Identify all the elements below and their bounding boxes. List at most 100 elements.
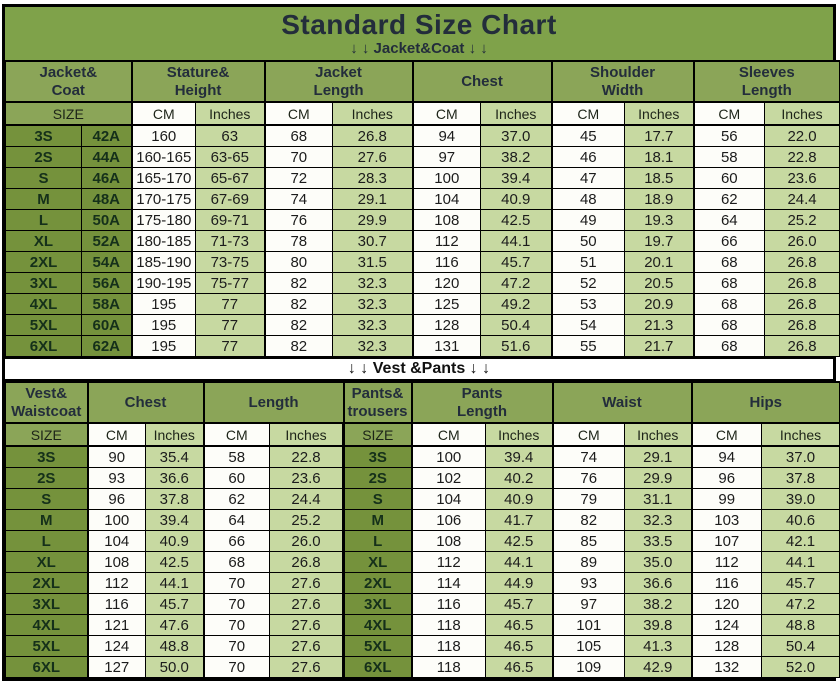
table-row: 5XL 60A 195 77 82 32.3 128 50.4 54 21.3 68 26.8 (5, 314, 840, 336)
size-cell: 6XL (5, 656, 89, 678)
column-group-header: Chest (86, 381, 204, 424)
value-cell: 74 (551, 445, 625, 468)
value-cell: 50.4 (480, 314, 553, 336)
value-cell: 56 (692, 124, 766, 147)
value-cell: 64 (202, 509, 270, 531)
value-cell: 31.5 (332, 251, 414, 273)
vest_pants-table: Vest& Waistcoat Chest Length Pants& trouser… (5, 381, 840, 678)
column-group-header: Jacket& Coat (4, 60, 133, 103)
size-cell: 2XL (5, 251, 82, 273)
value-cell: 50 (550, 230, 626, 252)
size-cell: 4XL (5, 293, 82, 315)
value-cell: 108 (86, 551, 146, 573)
value-cell: 39.0 (761, 488, 840, 510)
value-cell: 20.5 (624, 272, 695, 294)
value-cell: 90 (86, 445, 146, 468)
value-cell: 112 (86, 572, 146, 594)
value-cell: 76 (263, 209, 334, 231)
value-cell: 26.8 (764, 293, 840, 315)
value-cell: 27.6 (332, 146, 414, 168)
value-cell: 46.5 (485, 635, 553, 657)
value-cell: 37.8 (145, 488, 204, 510)
size-cell: 2XL (342, 572, 413, 594)
value-cell: 116 (411, 251, 482, 273)
column-header-cm: CM (411, 101, 482, 126)
value-cell: 46 (550, 146, 626, 168)
column-header-cm: CM (690, 422, 763, 447)
column-group-header: Shoulder Width (550, 60, 695, 103)
value-cell: 26.8 (332, 124, 414, 147)
value-cell: 68 (263, 124, 334, 147)
column-group-header: Stature& Height (130, 60, 266, 103)
value-cell: 27.6 (269, 614, 344, 636)
jacket-coat-table: Jacket& Coat Stature& Height Jacket Length… (4, 60, 840, 357)
value-cell: 27.6 (269, 572, 344, 594)
value-cell: 102 (410, 467, 486, 489)
column-header-size: SIZE (342, 422, 412, 447)
value-cell: 27.6 (269, 656, 344, 678)
size-cell: 5XL (5, 314, 82, 336)
value-cell: 44.1 (485, 551, 553, 573)
value-cell: 190-195 (130, 272, 197, 294)
value-cell: 69-71 (195, 209, 266, 231)
column-header-inches: Inches (269, 422, 344, 447)
value-cell: 47.6 (145, 614, 204, 636)
column-header-size: SIZE (4, 101, 133, 126)
size-cell: 44A (80, 146, 133, 168)
value-cell: 26.8 (269, 551, 344, 573)
value-cell: 47.2 (761, 593, 840, 615)
table-row: L 50A 175-180 69-71 76 29.9 108 42.5 49 19.3 64 25.… (5, 209, 840, 231)
size-cell: M (342, 509, 413, 531)
value-cell: 131 (411, 335, 482, 357)
size-cell: 4XL (5, 614, 89, 636)
value-cell: 45 (550, 124, 626, 147)
value-cell: 29.9 (623, 467, 693, 489)
size-cell: 60A (80, 314, 133, 336)
value-cell: 18.1 (624, 146, 695, 168)
value-cell: 75-77 (195, 272, 266, 294)
value-cell: 18.9 (624, 188, 695, 210)
page-title: Standard Size Chart (281, 9, 557, 40)
value-cell: 93 (86, 467, 146, 489)
value-cell: 18.5 (624, 167, 695, 189)
value-cell: 82 (551, 509, 625, 531)
value-cell: 40.9 (485, 488, 553, 510)
value-cell: 37.8 (761, 467, 840, 489)
column-group-header: Chest (411, 60, 553, 103)
value-cell: 41.7 (485, 509, 553, 531)
value-cell: 37.0 (761, 445, 840, 468)
size-cell: 3XL (5, 272, 82, 294)
column-header-cm: CM (263, 101, 334, 126)
value-cell: 48.8 (145, 635, 204, 657)
jacket_coat-table: Jacket& Coat Stature& Height Jacket Length… (4, 60, 840, 357)
column-header-inches: Inches (145, 422, 204, 447)
value-cell: 40.9 (480, 188, 553, 210)
column-header-inches: Inches (485, 422, 553, 447)
value-cell: 68 (692, 293, 766, 315)
value-cell: 160-165 (130, 146, 197, 168)
value-cell: 70 (202, 656, 270, 678)
value-cell: 107 (690, 530, 763, 552)
value-cell: 109 (551, 656, 625, 678)
value-cell: 118 (410, 656, 486, 678)
value-cell: 21.3 (624, 314, 695, 336)
value-cell: 39.8 (623, 614, 693, 636)
value-cell: 82 (263, 272, 334, 294)
size-cell: 62A (80, 335, 133, 357)
value-cell: 44.9 (485, 572, 553, 594)
column-header-inches: Inches (195, 101, 266, 126)
value-cell: 80 (263, 251, 334, 273)
value-cell: 36.6 (145, 467, 204, 489)
value-cell: 67-69 (195, 188, 266, 210)
value-cell: 49.2 (480, 293, 553, 315)
size-cell: 2S (342, 467, 413, 489)
value-cell: 41.3 (623, 635, 693, 657)
table-row: 4XL 58A 195 77 82 32.3 125 49.2 53 20.9 68 26.8 (5, 293, 840, 315)
value-cell: 30.7 (332, 230, 414, 252)
value-cell: 63 (195, 124, 266, 147)
value-cell: 47 (550, 167, 626, 189)
value-cell: 104 (410, 488, 486, 510)
value-cell: 120 (690, 593, 763, 615)
value-cell: 68 (692, 314, 766, 336)
column-header-cm: CM (130, 101, 197, 126)
